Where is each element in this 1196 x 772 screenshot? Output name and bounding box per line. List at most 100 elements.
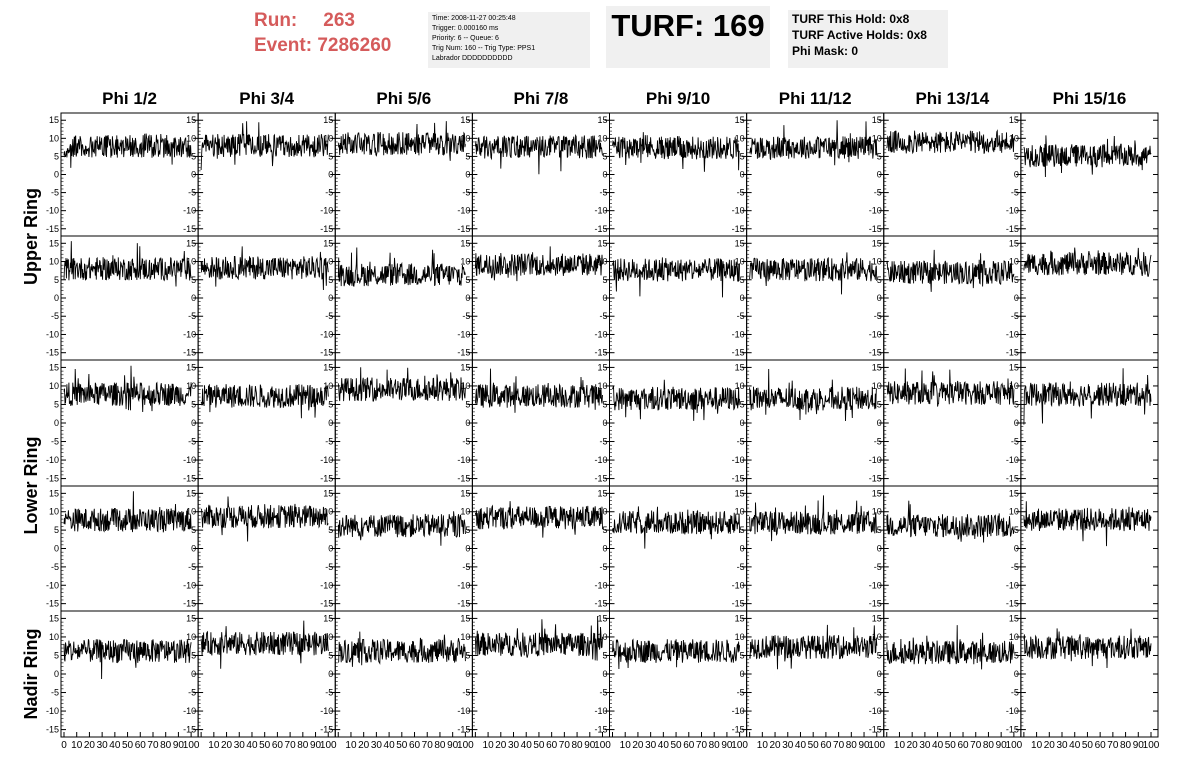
trigger-info-box: Time: 2008-11-27 00:25:48 Trigger: 0.000… <box>428 12 590 68</box>
y-tick-label: 15 <box>49 238 59 248</box>
y-tick-label: -5 <box>599 562 607 572</box>
y-tick-label: 0 <box>740 418 745 428</box>
x-tick-label: 20 <box>632 740 644 751</box>
y-tick-label: 15 <box>872 613 882 623</box>
y-tick-label: 15 <box>186 613 196 623</box>
x-tick-label: 30 <box>371 740 383 751</box>
x-tick-label: 40 <box>932 740 944 751</box>
x-tick-label: 100 <box>1143 740 1160 751</box>
y-tick-label: 15 <box>323 613 333 623</box>
x-tick-label: 50 <box>259 740 271 751</box>
y-tick-label: 0 <box>877 544 882 554</box>
event-label: Event: <box>254 35 313 56</box>
y-tick-label: -10 <box>869 329 882 339</box>
y-tick-label: 10 <box>1009 133 1019 143</box>
y-tick-label: -15 <box>457 725 470 735</box>
y-tick-label: 15 <box>735 613 745 623</box>
waveform-trace <box>886 500 1015 543</box>
x-tick-label: 70 <box>1107 740 1119 751</box>
x-tick-label: 90 <box>310 740 322 751</box>
y-tick-label: -10 <box>594 206 607 216</box>
waveform-trace <box>749 368 878 422</box>
x-tick-label: 30 <box>645 740 657 751</box>
y-tick-label: -10 <box>732 706 745 716</box>
y-tick-label: 15 <box>49 115 59 125</box>
y-tick-label: 10 <box>597 507 607 517</box>
waveform-trace <box>337 367 466 402</box>
waveform-trace <box>749 495 878 542</box>
y-tick-label: 0 <box>877 669 882 679</box>
y-tick-label: -10 <box>457 329 470 339</box>
panel-frame <box>609 112 748 237</box>
y-tick-label: 0 <box>740 544 745 554</box>
x-tick-label: 50 <box>1082 740 1094 751</box>
y-tick-label: -5 <box>51 188 59 198</box>
panel-frame <box>197 359 336 487</box>
y-tick-label: 5 <box>602 151 607 161</box>
y-tick-label: 5 <box>602 275 607 285</box>
y-tick-label: -15 <box>1006 224 1019 234</box>
y-tick-label: -10 <box>732 455 745 465</box>
y-tick-label: 5 <box>328 399 333 409</box>
y-tick-label: -5 <box>325 311 333 321</box>
panel-frame <box>746 610 885 738</box>
waveform-trace <box>474 501 603 538</box>
y-tick-label: -5 <box>874 311 882 321</box>
turf-box: TURF: 169 <box>606 6 770 68</box>
y-tick-label: 0 <box>740 170 745 180</box>
x-tick-label: 70 <box>696 740 708 751</box>
y-tick-label: 0 <box>54 293 59 303</box>
y-tick-label: 0 <box>328 418 333 428</box>
y-tick-label: 15 <box>323 238 333 248</box>
y-tick-label: 15 <box>186 238 196 248</box>
y-tick-label: 5 <box>877 275 882 285</box>
panel-frame <box>883 235 1022 361</box>
y-tick-label: 5 <box>465 399 470 409</box>
waveform-panel: 15 10 5 0 -5 -10 -15 <box>732 359 885 487</box>
y-tick-label: 15 <box>735 115 745 125</box>
waveform-panel: 15 10 5 0 -5 -10 -15 <box>594 112 748 237</box>
y-tick-label: -5 <box>51 688 59 698</box>
y-tick-label: -10 <box>46 580 59 590</box>
y-tick-label: 5 <box>54 399 59 409</box>
x-tick-label: 40 <box>246 740 258 751</box>
y-tick-label: -5 <box>874 437 882 447</box>
waveform-panel: 15 10 5 0 -5 -10 -15 <box>183 359 336 487</box>
y-tick-label: 5 <box>1014 151 1019 161</box>
y-tick-label: 0 <box>1014 669 1019 679</box>
time-text: Time: 2008-11-27 00:25:48 <box>432 15 516 22</box>
y-tick-label: 10 <box>49 507 59 517</box>
y-tick-label: -15 <box>183 474 196 484</box>
y-tick-label: 0 <box>191 170 196 180</box>
x-tick-label: 60 <box>135 740 147 751</box>
y-tick-label: 5 <box>191 525 196 535</box>
panel-frame <box>60 485 199 612</box>
y-tick-label: -10 <box>869 706 882 716</box>
y-tick-label: 5 <box>740 151 745 161</box>
y-tick-label: 0 <box>191 418 196 428</box>
panel-frame <box>1020 112 1159 237</box>
y-tick-label: 0 <box>740 293 745 303</box>
x-tick-label: 20 <box>769 740 781 751</box>
y-tick-label: -5 <box>599 311 607 321</box>
y-tick-label: -15 <box>46 599 59 609</box>
y-tick-label: -5 <box>1011 562 1019 572</box>
x-tick-label: 90 <box>447 740 459 751</box>
y-tick-label: -5 <box>874 562 882 572</box>
y-tick-label: 0 <box>602 418 607 428</box>
y-tick-label: 10 <box>49 257 59 267</box>
run-line: Run: 263 <box>254 8 424 33</box>
x-tick-label: 90 <box>858 740 870 751</box>
waveform-panel: 15 10 5 0 -5 -10 -15 <box>457 359 610 487</box>
x-tick-label: 100 <box>183 740 200 751</box>
y-tick-label: -15 <box>320 474 333 484</box>
panel-frame <box>471 359 610 487</box>
y-tick-label: -10 <box>1006 706 1019 716</box>
column-header: Phi 7/8 <box>514 89 569 108</box>
turf-active-holds: TURF Active Holds: 0x8 <box>792 28 927 42</box>
y-tick-label: -5 <box>188 311 196 321</box>
y-tick-label: -10 <box>183 206 196 216</box>
labrador-text: Labrador DDDDDDDDDD <box>432 55 513 62</box>
